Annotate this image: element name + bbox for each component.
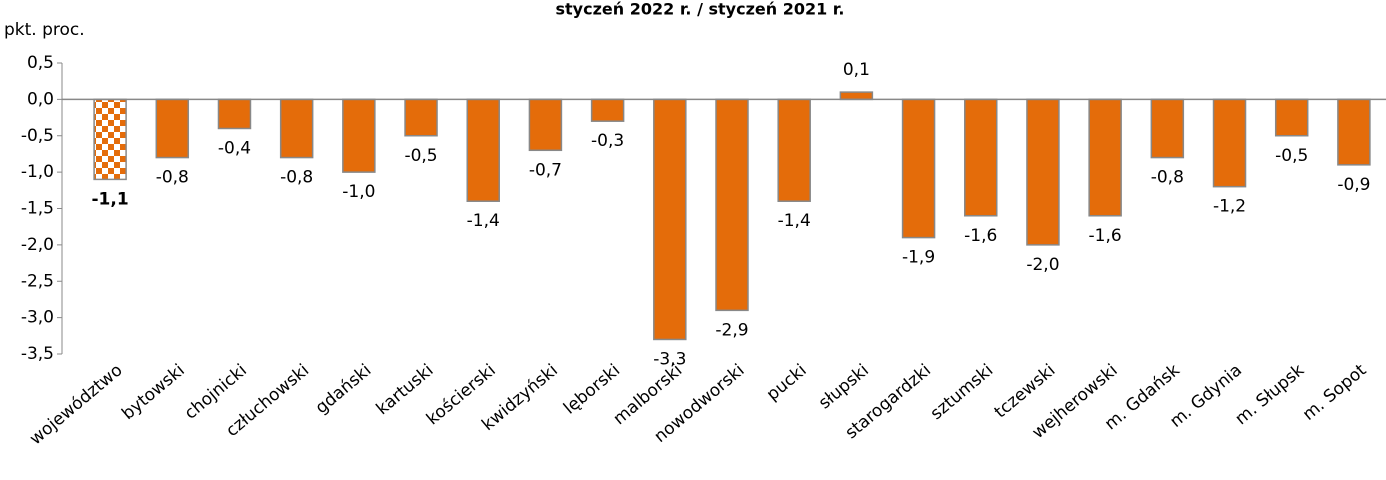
value-label: -0,3	[591, 131, 624, 151]
value-label: -1,0	[342, 182, 375, 202]
bar	[93, 98, 127, 181]
bar	[901, 98, 936, 239]
bar	[839, 91, 874, 101]
bar	[155, 98, 190, 159]
value-label: -1,1	[92, 189, 129, 209]
value-label: -1,9	[902, 248, 935, 268]
bar	[1212, 98, 1247, 188]
value-label: -1,6	[1089, 226, 1122, 246]
bar	[964, 98, 998, 217]
y-tick-label: -2,0	[21, 235, 54, 255]
value-label: 0,1	[843, 60, 870, 80]
y-tick-label: -3,0	[21, 308, 54, 328]
bar	[279, 98, 314, 159]
bar	[1274, 98, 1309, 137]
x-tick-label: słupski	[815, 360, 873, 413]
value-label: -2,9	[715, 320, 748, 340]
y-axis-label: pkt. proc.	[4, 20, 85, 40]
value-label: -2,0	[1026, 255, 1059, 275]
value-label: -0,9	[1337, 175, 1370, 195]
bar	[528, 98, 563, 152]
bar	[217, 98, 252, 130]
value-label: -0,5	[404, 146, 437, 166]
x-tick-label: m. Sopot	[1299, 360, 1371, 425]
value-label: -1,2	[1213, 197, 1246, 217]
value-label: -1,6	[964, 226, 997, 246]
value-label: -1,4	[467, 211, 500, 231]
y-tick-label: 0,0	[27, 89, 54, 109]
y-tick-label: -1,5	[21, 199, 54, 219]
value-label: -0,4	[218, 138, 251, 158]
value-label: -3,3	[653, 349, 686, 369]
bar	[342, 98, 376, 173]
y-tick-label: 0,5	[27, 53, 54, 73]
y-tick-label: -3,5	[21, 344, 54, 364]
chart-title: styczeń 2022 r. / styczeń 2021 r.	[556, 0, 845, 19]
value-label: -0,7	[529, 160, 562, 180]
y-tick-label: -1,0	[21, 162, 54, 182]
value-label: -0,5	[1275, 146, 1308, 166]
x-tick-label: województwo	[26, 360, 127, 449]
x-tick-label: sztumski	[927, 360, 997, 424]
bar	[715, 98, 749, 312]
x-tick-label: bytowski	[118, 360, 189, 424]
bar	[1337, 98, 1371, 166]
bar	[777, 98, 811, 202]
bar	[1088, 98, 1122, 217]
value-label: -0,8	[280, 168, 313, 188]
y-tick-label: -0,5	[21, 126, 54, 146]
y-tick-label: -2,5	[21, 271, 54, 291]
bar	[466, 98, 500, 202]
bar	[1026, 98, 1060, 246]
x-tick-label: m. Słupsk	[1232, 360, 1309, 429]
bar	[404, 98, 438, 137]
value-label: -0,8	[156, 168, 189, 188]
bar	[590, 98, 625, 122]
x-tick-label: gdański	[312, 360, 376, 418]
value-label: -0,8	[1151, 168, 1184, 188]
x-tick-label: pucki	[763, 360, 811, 405]
value-label: -1,4	[778, 211, 811, 231]
bar	[1150, 98, 1185, 159]
bar	[653, 98, 687, 341]
